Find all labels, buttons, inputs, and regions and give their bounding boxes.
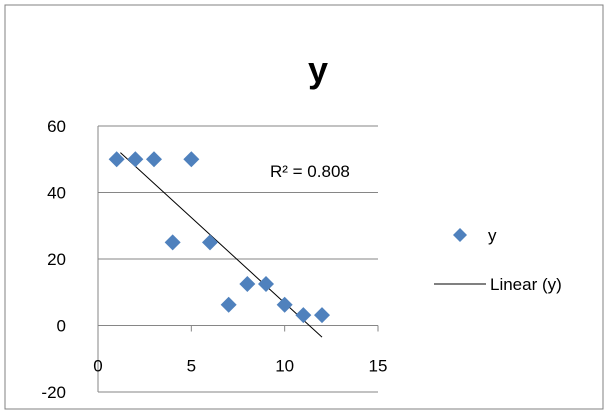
data-point: [276, 296, 293, 313]
y-tick-label: -20: [41, 383, 66, 402]
data-point: [202, 234, 218, 251]
x-axis-ticks: 0 5 10 15: [93, 325, 388, 376]
x-tick-label: 0: [93, 357, 102, 376]
data-point: [295, 307, 312, 324]
legend-label-linear: Linear (y): [490, 275, 562, 294]
gridlines: [97, 125, 378, 393]
y-tick-label: 0: [57, 317, 66, 336]
data-point: [164, 234, 181, 251]
chart-border: [4, 4, 604, 410]
data-point: [239, 275, 256, 292]
data-point: [183, 151, 200, 168]
x-tick-label: 5: [187, 357, 196, 376]
data-point: [220, 296, 237, 313]
y-tick-label: 40: [47, 184, 66, 203]
data-point: [108, 151, 125, 168]
data-point: [258, 275, 274, 292]
r-squared-label: R² = 0.808: [270, 162, 350, 181]
y-axis-ticks: -20 0 20 40 60: [41, 117, 66, 402]
data-points: [108, 151, 330, 324]
legend-label-y: y: [488, 226, 497, 245]
x-tick-label: 10: [275, 357, 294, 376]
legend: y Linear (y): [434, 226, 562, 294]
data-point: [146, 151, 162, 168]
x-tick-label: 15: [369, 357, 388, 376]
y-tick-label: 20: [47, 250, 66, 269]
chart-title: y: [308, 49, 328, 90]
data-point: [127, 151, 144, 168]
data-point: [314, 307, 330, 324]
legend-marker-y: [453, 228, 467, 242]
y-tick-label: 60: [47, 117, 66, 136]
